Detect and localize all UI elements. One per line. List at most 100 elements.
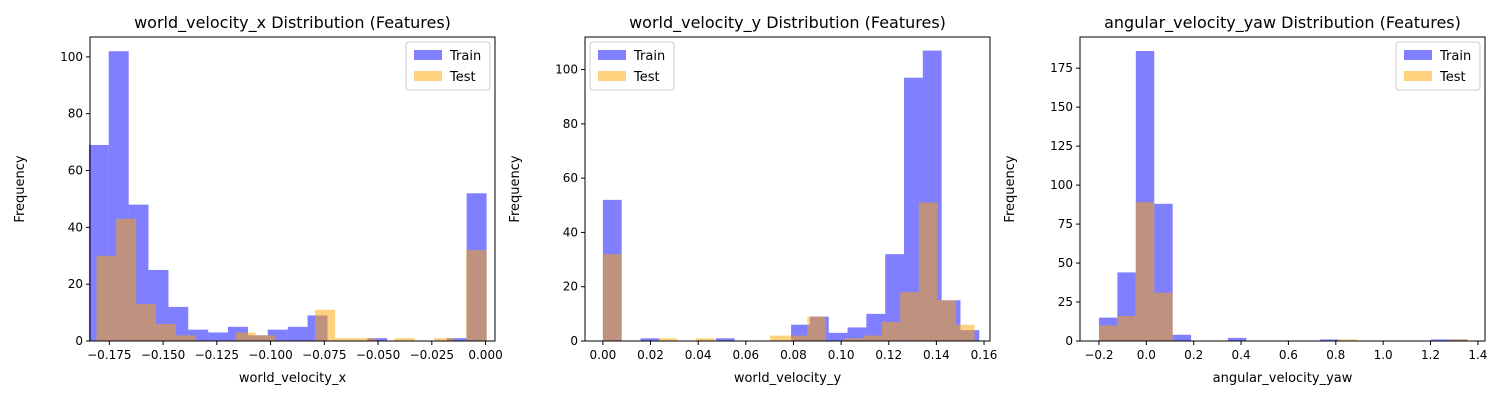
y-tick-label: 60: [563, 171, 578, 185]
axes-frame: [584, 36, 991, 342]
x-axis-label: world_velocity_x: [239, 371, 347, 386]
bar-test-10: [788, 335, 808, 341]
bar-test-4: [175, 335, 196, 341]
bar-train-13: [847, 327, 867, 341]
bar-test-2: [136, 304, 156, 341]
legend-label-train: Train: [1439, 49, 1471, 64]
y-axis-label: Frequency: [13, 155, 28, 222]
x-axis-label: angular_velocity_yaw: [1213, 371, 1353, 386]
y-tick-label: 0: [570, 334, 578, 348]
bar-train-18: [446, 338, 467, 341]
y-tick-label: 0: [1065, 334, 1073, 348]
y-tick-label: 20: [68, 277, 83, 291]
bar-test-0: [96, 255, 117, 341]
bar-test-19: [466, 250, 487, 341]
bar-train-14: [367, 338, 388, 341]
y-tick-label: 80: [68, 107, 83, 121]
legend-label-test: Test: [449, 70, 476, 85]
legend-label-test: Test: [1439, 70, 1466, 85]
legend: Train Test: [405, 41, 491, 91]
bar-train-16: [904, 77, 923, 342]
y-tick-label: 175: [1050, 61, 1073, 75]
x-tick-label: 0.6: [1279, 348, 1298, 362]
bar-test-11: [807, 316, 826, 341]
histogram-panel-3: −0.2 0.0 0.2 0.4 0.6 0.8 1.0 1.2 1.4 0 25 50 75 100 12…: [1003, 13, 1487, 386]
y-tick-label: 100: [1050, 178, 1073, 192]
legend-label-test: Test: [633, 70, 660, 85]
bar-test-13: [844, 338, 864, 341]
bar-test-7: [235, 332, 256, 341]
bar-train-14: [866, 313, 886, 341]
histogram-panel-2: 0.00 0.02 0.04 0.06 0.08 0.10 0.12 0.14 0.16 0 20 4…: [508, 13, 997, 386]
y-tick-label: 40: [563, 225, 578, 239]
bar-test-0: [1098, 325, 1118, 341]
legend-swatch-test: [1404, 71, 1432, 81]
y-tick-label: 100: [555, 63, 578, 77]
bar-test-13: [1338, 339, 1357, 341]
bar-test-13: [354, 338, 375, 341]
y-tick-label: 0: [75, 334, 83, 348]
x-tick-label: 0.14: [923, 348, 950, 362]
x-tick-label: −0.075: [302, 348, 346, 362]
bar-test-11: [315, 309, 336, 341]
bar-test-15: [394, 338, 415, 341]
bar-test-18: [937, 300, 956, 341]
x-tick-label: −0.2: [1084, 348, 1113, 362]
x-tick-label: 0.02: [637, 348, 664, 362]
bar-test-12: [335, 338, 355, 341]
legend-swatch-test: [414, 71, 442, 81]
x-tick-label: −0.100: [248, 348, 292, 362]
bar-test-9: [770, 335, 789, 341]
y-tick-label: 100: [60, 50, 83, 64]
x-tick-label: 1.4: [1468, 348, 1487, 362]
chart-title: angular_velocity_yaw Distribution (Featu…: [1104, 13, 1461, 33]
x-tick-label: −0.125: [195, 348, 239, 362]
x-tick-label: 0.000: [468, 348, 502, 362]
y-axis-label: Frequency: [1003, 155, 1018, 222]
y-tick-label: 40: [68, 220, 83, 234]
x-axis-label: world_velocity_y: [734, 371, 842, 386]
y-tick-label: 50: [1058, 256, 1073, 270]
bar-train-12: [828, 332, 848, 341]
legend: Train Test: [1395, 41, 1481, 91]
legend-swatch-train: [598, 50, 626, 60]
x-tick-label: 0.4: [1232, 348, 1251, 362]
x-tick-label: −0.150: [141, 348, 185, 362]
bar-test-19: [1449, 339, 1468, 341]
legend-swatch-test: [598, 71, 626, 81]
x-tick-label: 0.08: [780, 348, 807, 362]
x-tick-label: −0.050: [356, 348, 400, 362]
chart-title: world_velocity_y Distribution (Features): [629, 13, 946, 33]
bar-train-6: [208, 332, 229, 341]
bar-train-10: [287, 326, 308, 341]
x-tick-label: 0.8: [1326, 348, 1345, 362]
bar-test-3: [1154, 292, 1173, 341]
bar-train-18: [1430, 339, 1450, 341]
y-tick-label: 20: [563, 280, 578, 294]
x-tick-label: 0.2: [1184, 348, 1203, 362]
y-tick-label: 60: [68, 164, 83, 178]
x-tick-label: −0.175: [87, 348, 131, 362]
bar-train-2: [640, 338, 660, 341]
bar-test-14: [863, 335, 882, 341]
legend-swatch-train: [414, 50, 442, 60]
bar-train-7: [1227, 337, 1247, 341]
bar-test-1: [1117, 316, 1136, 341]
x-tick-label: 0.10: [828, 348, 855, 362]
bar-test-8: [255, 335, 276, 341]
bar-test-17: [918, 202, 938, 341]
y-tick-label: 75: [1058, 217, 1073, 231]
legend: Train Test: [589, 41, 675, 91]
bar-test-0: [602, 254, 622, 341]
y-tick-label: 125: [1050, 139, 1073, 153]
legend-label-train: Train: [633, 49, 665, 64]
axes-frame: [89, 36, 496, 342]
bar-train-4: [1172, 334, 1192, 341]
y-tick-label: 150: [1050, 100, 1073, 114]
bar-test-3: [156, 323, 176, 341]
y-tick-label: 25: [1058, 295, 1073, 309]
histogram-panel-1: −0.175 −0.150 −0.125 −0.100 −0.075 −0.050 −0.0…: [13, 13, 503, 386]
legend-label-train: Train: [449, 49, 481, 64]
bar-test-15: [881, 322, 901, 341]
x-tick-label: 1.0: [1374, 348, 1393, 362]
